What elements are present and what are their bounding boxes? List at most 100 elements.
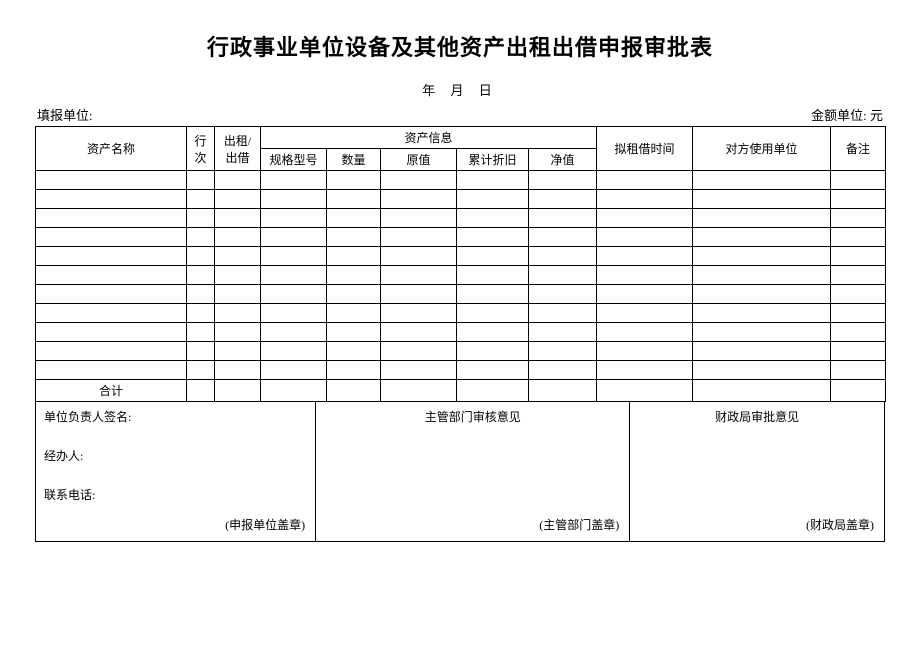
cell-rownum (187, 304, 215, 323)
cell-note (831, 209, 886, 228)
cell-note (831, 266, 886, 285)
cell-note (831, 190, 886, 209)
cell-dep (457, 304, 529, 323)
cell-name (36, 190, 187, 209)
cell-note (831, 171, 886, 190)
cell-dep (457, 228, 529, 247)
cell-name (36, 304, 187, 323)
cell-user_unit (693, 323, 831, 342)
cell-lease (215, 171, 261, 190)
cell-spec (261, 342, 327, 361)
h-qty: 数量 (327, 149, 381, 171)
cell-rownum (187, 323, 215, 342)
cell-rownum (187, 190, 215, 209)
cell-qty (327, 323, 381, 342)
cell-qty (327, 285, 381, 304)
h-lease: 出租/出借 (215, 127, 261, 171)
cell-net (529, 323, 597, 342)
cell-time (597, 285, 693, 304)
cell-orig (381, 171, 457, 190)
signature-table: 单位负责人签名: 经办人: 联系电话: (申报单位盖章) 主管部门审核意见 (主… (35, 401, 885, 542)
cell-name (36, 266, 187, 285)
cell-time (597, 247, 693, 266)
cell-user_unit (693, 171, 831, 190)
meta-right: 金额单位: 元 (811, 105, 883, 124)
cell-rownum (187, 266, 215, 285)
cell-orig (381, 247, 457, 266)
table-row (36, 361, 886, 380)
sig-operator: 经办人: (44, 447, 307, 464)
h-spec: 规格型号 (261, 149, 327, 171)
main-table: 资产名称 行次 出租/出借 资产信息 拟租借时间 对方使用单位 备注 规格型号 … (35, 126, 886, 402)
table-row (36, 323, 886, 342)
table-row (36, 342, 886, 361)
cell-orig (381, 342, 457, 361)
cell-net (529, 304, 597, 323)
cell-time (597, 342, 693, 361)
cell-orig (381, 361, 457, 380)
cell-qty (327, 266, 381, 285)
cell-note (831, 323, 886, 342)
cell-qty (327, 228, 381, 247)
cell-note (831, 304, 886, 323)
cell-orig (381, 285, 457, 304)
cell-rownum (187, 361, 215, 380)
sig-mid-stamp: (主管部门盖章) (539, 516, 619, 533)
sig-right-cell: 财政局审批意见 (财政局盖章) (630, 402, 885, 542)
cell-spec (261, 361, 327, 380)
cell-note (831, 361, 886, 380)
h-orig: 原值 (381, 149, 457, 171)
cell-note (831, 285, 886, 304)
cell-user_unit (693, 247, 831, 266)
total-label: 合计 (36, 380, 187, 402)
cell-dep (457, 266, 529, 285)
cell-spec (261, 247, 327, 266)
cell-name (36, 228, 187, 247)
cell-time (597, 228, 693, 247)
h-info-group: 资产信息 (261, 127, 597, 149)
cell-name (36, 209, 187, 228)
cell-user_unit (693, 304, 831, 323)
table-row (36, 209, 886, 228)
cell-note (831, 247, 886, 266)
cell-time (597, 323, 693, 342)
cell-dep (457, 361, 529, 380)
cell-user_unit (693, 209, 831, 228)
cell-orig (381, 323, 457, 342)
cell-user_unit (693, 361, 831, 380)
meta-row: 填报单位: 金额单位: 元 (35, 105, 885, 124)
cell-rownum (187, 285, 215, 304)
cell-lease (215, 247, 261, 266)
cell-net (529, 266, 597, 285)
sig-left-stamp: (申报单位盖章) (225, 516, 305, 533)
cell-lease (215, 266, 261, 285)
cell-orig (381, 190, 457, 209)
cell-lease (215, 285, 261, 304)
cell-name (36, 171, 187, 190)
cell-net (529, 285, 597, 304)
cell-dep (457, 342, 529, 361)
cell-qty (327, 190, 381, 209)
cell-note (831, 228, 886, 247)
cell-spec (261, 285, 327, 304)
cell-rownum (187, 247, 215, 266)
h-net: 净值 (529, 149, 597, 171)
cell-qty (327, 342, 381, 361)
cell-net (529, 361, 597, 380)
table-row (36, 247, 886, 266)
sig-mid-cell: 主管部门审核意见 (主管部门盖章) (316, 402, 630, 542)
cell-net (529, 209, 597, 228)
cell-lease (215, 190, 261, 209)
cell-orig (381, 266, 457, 285)
cell-qty (327, 304, 381, 323)
cell-time (597, 266, 693, 285)
cell-net (529, 171, 597, 190)
cell-dep (457, 285, 529, 304)
table-row (36, 285, 886, 304)
cell-user_unit (693, 266, 831, 285)
cell-lease (215, 304, 261, 323)
date-line: 年 月 日 (35, 80, 885, 99)
cell-net (529, 342, 597, 361)
table-body (36, 171, 886, 380)
cell-dep (457, 209, 529, 228)
